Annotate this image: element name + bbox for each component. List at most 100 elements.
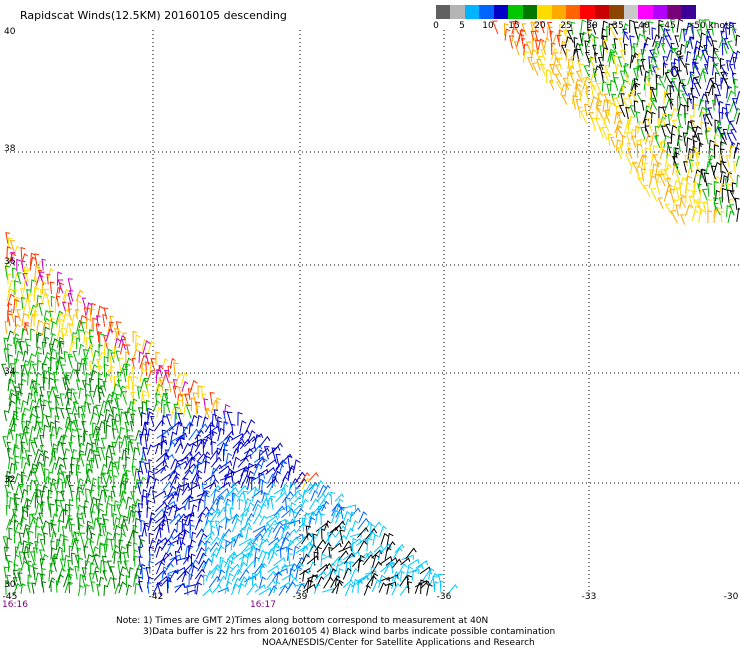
wind-barb bbox=[280, 483, 289, 496]
wind-barb bbox=[35, 382, 41, 397]
wind-barb bbox=[231, 423, 236, 435]
wind-barb bbox=[693, 147, 700, 159]
wind-barb bbox=[281, 507, 295, 518]
wind-barb bbox=[70, 434, 76, 448]
wind-barb bbox=[125, 456, 131, 469]
wind-barb bbox=[148, 459, 153, 470]
wind-barb bbox=[72, 392, 78, 405]
wind-barb bbox=[84, 393, 91, 405]
wind-barb bbox=[677, 113, 683, 127]
wind-barb bbox=[16, 258, 21, 272]
wind-barb bbox=[197, 498, 205, 512]
wind-barb bbox=[48, 522, 54, 538]
wind-barb bbox=[230, 536, 238, 551]
wind-barb bbox=[357, 558, 364, 573]
wind-barb bbox=[639, 139, 645, 154]
wind-barb bbox=[714, 119, 720, 133]
wind-barb bbox=[686, 137, 693, 152]
wind-barb bbox=[726, 189, 733, 204]
wind-barb bbox=[643, 75, 651, 91]
wind-barb bbox=[48, 471, 53, 484]
wind-barb bbox=[260, 551, 271, 566]
wind-barb bbox=[54, 300, 60, 314]
wind-barb bbox=[665, 203, 672, 215]
wind-barb bbox=[156, 582, 163, 596]
wind-barb bbox=[300, 553, 310, 566]
wind-barb bbox=[27, 293, 33, 308]
wind-barb bbox=[240, 474, 251, 489]
wind-barb bbox=[12, 508, 18, 523]
wind-barb bbox=[99, 385, 105, 397]
wind-barb bbox=[578, 44, 584, 56]
wind-barb bbox=[41, 341, 48, 355]
wind-barb bbox=[238, 576, 248, 588]
wind-barb bbox=[20, 509, 29, 525]
wind-barb bbox=[692, 58, 699, 70]
wind-barb bbox=[106, 560, 112, 573]
wind-barb bbox=[153, 508, 165, 519]
wind-barb bbox=[6, 288, 15, 302]
wind-barb bbox=[144, 462, 149, 474]
wind-barb bbox=[218, 532, 228, 545]
wind-barb bbox=[112, 513, 118, 526]
wind-barb bbox=[27, 370, 34, 386]
wind-barb bbox=[348, 550, 360, 559]
wind-barb bbox=[198, 552, 207, 565]
legend-label-3: 15 bbox=[508, 21, 520, 31]
wind-barb bbox=[20, 488, 29, 503]
wind-barb bbox=[6, 491, 12, 505]
wind-barb bbox=[53, 482, 59, 496]
wind-barb bbox=[722, 22, 729, 34]
wind-barb bbox=[391, 571, 400, 582]
wind-barb bbox=[177, 541, 186, 553]
wind-barb bbox=[540, 41, 547, 55]
wind-barb bbox=[720, 160, 725, 173]
wind-barb bbox=[37, 421, 42, 434]
wind-barb bbox=[191, 472, 200, 484]
wind-barb bbox=[56, 336, 64, 349]
wind-barb bbox=[97, 413, 104, 425]
wind-barb bbox=[251, 542, 258, 554]
wind-barb bbox=[50, 540, 55, 552]
wind-barb bbox=[182, 442, 191, 455]
lon-label-minus39: -39 bbox=[292, 592, 308, 602]
wind-barb bbox=[102, 380, 107, 392]
wind-barb bbox=[89, 511, 96, 525]
wind-barb bbox=[685, 188, 691, 203]
wind-barb bbox=[216, 416, 222, 428]
wind-barb bbox=[46, 273, 51, 285]
wind-barb bbox=[154, 538, 163, 553]
wind-barb bbox=[85, 318, 91, 330]
wind-barb bbox=[68, 545, 74, 558]
wind-barb bbox=[618, 104, 626, 118]
wind-barb bbox=[540, 49, 547, 62]
wind-barb bbox=[721, 187, 728, 203]
wind-barb bbox=[76, 497, 81, 509]
wind-barb bbox=[358, 552, 369, 561]
wind-barb bbox=[309, 574, 318, 589]
wind-barb bbox=[135, 334, 141, 349]
wind-barb bbox=[20, 296, 26, 309]
wind-barb bbox=[56, 295, 61, 307]
wind-barb bbox=[16, 309, 22, 321]
wind-barb bbox=[648, 69, 654, 84]
wind-barb bbox=[96, 533, 103, 546]
wind-barb bbox=[575, 70, 583, 83]
wind-barb bbox=[138, 457, 146, 470]
wind-barb bbox=[706, 55, 713, 69]
wind-barb bbox=[603, 65, 611, 78]
wind-barb bbox=[530, 21, 536, 35]
wind-barb bbox=[218, 481, 231, 491]
wind-barb bbox=[118, 441, 124, 453]
wind-barb bbox=[98, 485, 103, 497]
wind-barb bbox=[20, 372, 26, 385]
wind-barb bbox=[86, 448, 94, 462]
wind-barb bbox=[721, 106, 727, 120]
wind-barb bbox=[62, 288, 71, 301]
wind-barb bbox=[726, 90, 735, 103]
wind-barb bbox=[26, 499, 31, 511]
wind-barb bbox=[181, 372, 189, 386]
wind-barb bbox=[16, 390, 22, 405]
legend-swatch-5 bbox=[508, 5, 523, 19]
wind-barb bbox=[364, 528, 378, 541]
